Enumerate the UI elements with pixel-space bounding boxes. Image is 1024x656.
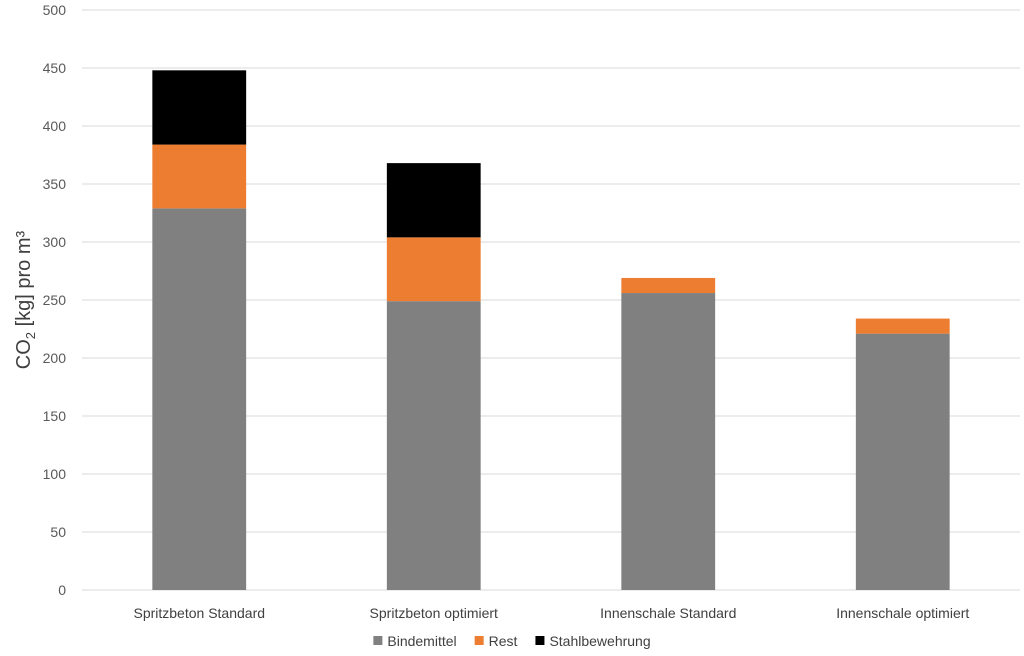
y-tick-label: 200 <box>43 350 67 366</box>
x-category-label: Innenschale Standard <box>600 605 736 621</box>
x-category-label: Spritzbeton Standard <box>133 605 265 621</box>
y-tick-label: 300 <box>43 234 67 250</box>
bar-segment-rest <box>621 277 716 294</box>
y-tick-labels: 0 50 100 150 200 250 300 350 400 450 500 <box>43 2 67 598</box>
bar-segment-rest <box>855 318 950 334</box>
bar-segment-bindemittel <box>386 301 481 590</box>
y-tick-label: 500 <box>43 2 67 18</box>
bar-segment-bindemittel <box>621 293 716 590</box>
y-tick-label: 450 <box>43 60 67 76</box>
legend-swatch-rest <box>474 636 484 645</box>
bars <box>152 70 950 591</box>
bar-segment-rest <box>386 237 481 302</box>
legend-label: Rest <box>489 633 518 649</box>
y-tick-label: 350 <box>43 176 67 192</box>
y-axis-label-rest: [kg] pro m³ <box>13 230 35 331</box>
y-tick-label: 400 <box>43 118 67 134</box>
legend-label: Stahlbewehrung <box>549 633 650 649</box>
legend-swatch-stahlbewehrung <box>535 636 545 645</box>
y-tick-label: 250 <box>43 292 67 308</box>
bar-segment-stahlbewehrung <box>152 70 247 145</box>
bar-segment-stahlbewehrung <box>386 163 481 238</box>
bar-segment-rest <box>152 144 247 209</box>
x-category-label: Spritzbeton optimiert <box>370 605 499 621</box>
y-tick-label: 100 <box>43 466 67 482</box>
legend: Bindemittel Rest Stahlbewehrung <box>373 633 651 649</box>
y-tick-label: 0 <box>58 582 66 598</box>
x-category-labels: Spritzbeton Standard Spritzbeton optimier… <box>133 605 969 621</box>
legend-label: Bindemittel <box>387 633 456 649</box>
y-axis-label: CO2 [kg] pro m³ <box>13 230 38 369</box>
legend-swatch-bindemittel <box>373 636 383 645</box>
y-axis-label-main: CO <box>13 339 35 369</box>
y-tick-label: 150 <box>43 408 67 424</box>
y-tick-label: 50 <box>50 524 66 540</box>
bar-segment-bindemittel <box>855 333 950 590</box>
y-axis-label-subscript: 2 <box>23 332 38 339</box>
x-category-label: Innenschale optimiert <box>836 605 969 621</box>
bar-segment-bindemittel <box>152 208 247 591</box>
